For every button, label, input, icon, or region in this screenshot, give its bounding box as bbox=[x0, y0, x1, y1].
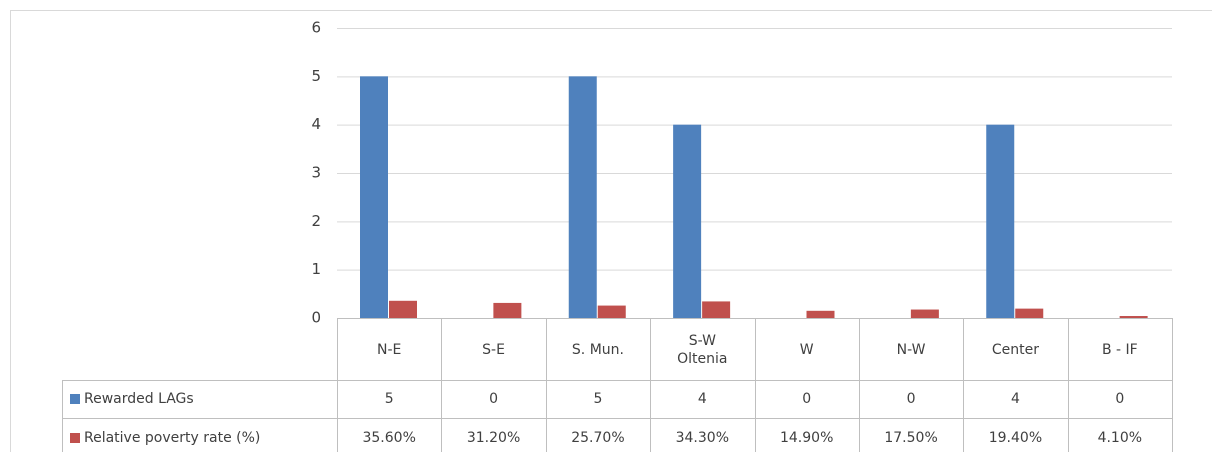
table-value: 14.90% bbox=[780, 430, 833, 446]
y-tick-label: 3 bbox=[311, 164, 321, 182]
legend-key bbox=[70, 394, 80, 404]
bar bbox=[910, 309, 939, 318]
table-value: 5 bbox=[593, 391, 602, 407]
x-tick-label: B - IF bbox=[1102, 342, 1138, 358]
table-value: 0 bbox=[907, 391, 916, 407]
x-tick-label: N-W bbox=[897, 342, 926, 358]
x-tick-label: W bbox=[800, 342, 814, 358]
chart-border bbox=[10, 10, 1212, 452]
table-value: 5 bbox=[385, 391, 394, 407]
table-value: 34.30% bbox=[676, 430, 729, 446]
x-tick-label: S-W Oltenia bbox=[677, 333, 727, 367]
table-value: 4 bbox=[1011, 391, 1020, 407]
y-tick-label: 0 bbox=[311, 309, 321, 327]
y-tick-label: 5 bbox=[311, 67, 321, 85]
table-value: 0 bbox=[802, 391, 811, 407]
bar bbox=[389, 300, 417, 318]
legend-label: Rewarded LAGs bbox=[84, 391, 194, 407]
y-tick-label: 6 bbox=[311, 19, 321, 37]
table-value: 4 bbox=[698, 391, 707, 407]
table-value: 17.50% bbox=[884, 430, 937, 446]
bar bbox=[1119, 316, 1148, 318]
table-value: 4.10% bbox=[1098, 430, 1142, 446]
table-value: 19.40% bbox=[989, 430, 1042, 446]
x-tick-label: N-E bbox=[377, 342, 401, 358]
x-tick-label: S-E bbox=[482, 342, 505, 358]
y-tick-label: 2 bbox=[311, 212, 321, 230]
bar bbox=[597, 305, 626, 318]
bar bbox=[986, 124, 1015, 319]
legend-key bbox=[70, 433, 80, 443]
bar bbox=[806, 310, 835, 318]
table-value: 25.70% bbox=[571, 430, 624, 446]
table-value: 35.60% bbox=[362, 430, 415, 446]
bar bbox=[568, 76, 597, 318]
bar bbox=[702, 301, 731, 318]
y-tick-label: 1 bbox=[311, 260, 321, 278]
y-tick-label: 4 bbox=[311, 115, 321, 133]
x-tick-label: Center bbox=[992, 342, 1039, 358]
table-value: 0 bbox=[489, 391, 498, 407]
bar bbox=[360, 76, 388, 318]
bar bbox=[1015, 308, 1044, 318]
legend-label: Relative poverty rate (%) bbox=[84, 430, 260, 446]
x-tick-label: S. Mun. bbox=[572, 342, 624, 358]
bar bbox=[673, 124, 702, 319]
table-value: 31.20% bbox=[467, 430, 520, 446]
bar bbox=[493, 302, 522, 318]
table-value: 0 bbox=[1115, 391, 1124, 407]
